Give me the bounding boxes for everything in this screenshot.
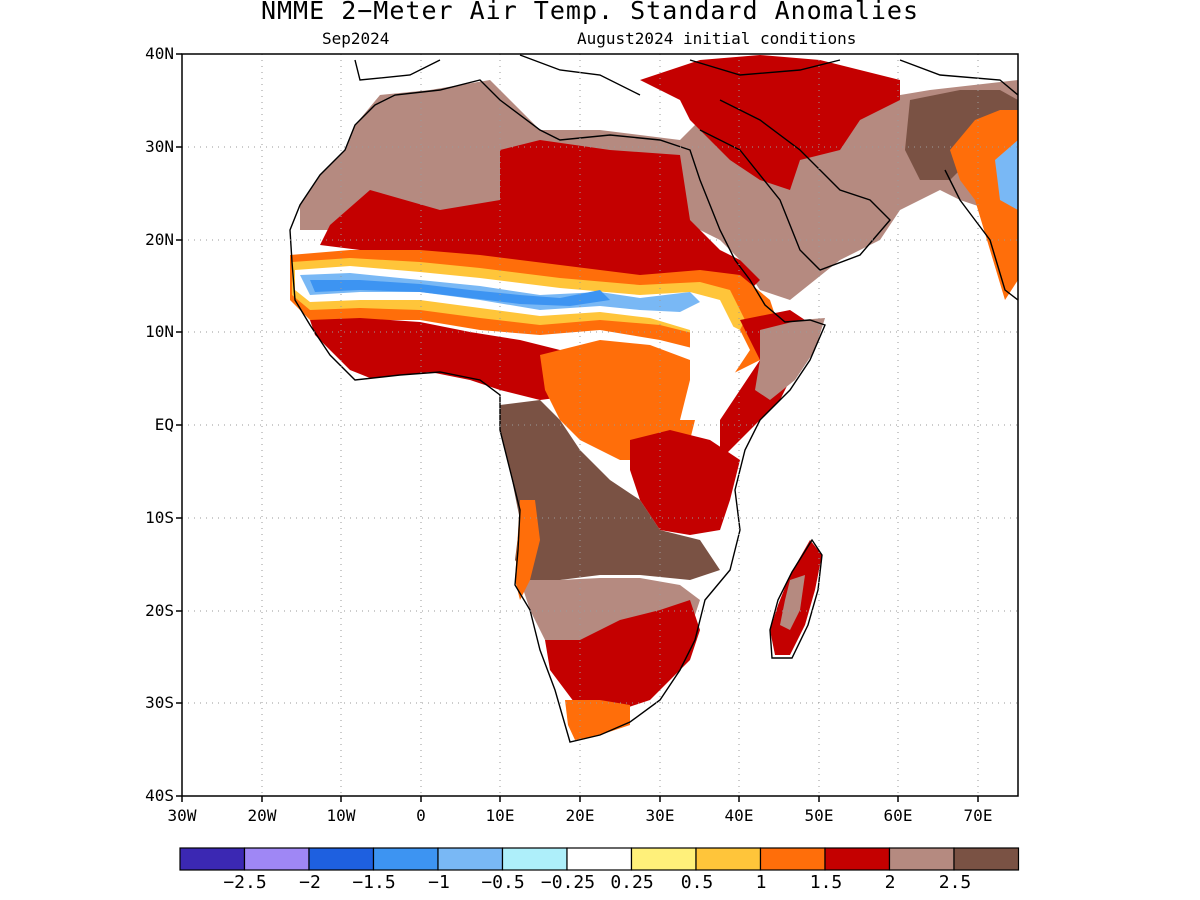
lon-label-10e: 10E [485, 806, 515, 825]
initial-conditions: August2024 initial conditions [577, 29, 857, 48]
coastline-madagascar [769, 538, 823, 659]
axis-ticks [176, 53, 979, 802]
lon-label-30e: 30E [645, 806, 675, 825]
colorbar-label: 2 [884, 872, 896, 893]
anomaly-band-deep-blue [310, 280, 610, 306]
colorbar-swatch [759, 847, 826, 871]
anomaly-region-central-orange [540, 340, 700, 460]
colorbar-label: 0.5 [680, 872, 714, 893]
lon-label-70e: 70E [963, 806, 993, 825]
lon-label-0: 0 [416, 806, 426, 825]
map-title: NMME 2−Meter Air Temp. Standard Anomalie… [260, 0, 920, 25]
anomaly-region-southern-red [545, 600, 700, 710]
colorbar-swatch [243, 847, 310, 871]
lat-label-30n: 30N [145, 137, 174, 156]
coastline-arabia [699, 99, 891, 271]
anomaly-region-cape-orange [565, 700, 630, 740]
lat-label-eq: EQ [154, 415, 174, 434]
lon-label-10w: 10W [326, 806, 356, 825]
colorbar-swatch [630, 847, 697, 871]
lon-label-30w: 30W [167, 806, 197, 825]
colorbar-label: −0.5 [481, 872, 525, 893]
lon-label-50e: 50E [804, 806, 834, 825]
lon-label-20e: 20E [565, 806, 595, 825]
lon-label-40e: 40E [724, 806, 754, 825]
coastline-india [944, 169, 1018, 301]
colorbar-label: −0.25 [540, 872, 596, 893]
forecast-month: Sep2024 [322, 29, 390, 48]
colorbar-swatch [566, 847, 633, 871]
colorbar [179, 847, 1020, 871]
anomaly-region-iran-dark [905, 90, 1018, 180]
lat-label-20n: 20N [145, 230, 174, 249]
colorbar-swatch [953, 847, 1020, 871]
anomaly-region-congo-brown [500, 400, 720, 580]
anomaly-region-east-central-red [630, 430, 740, 535]
anomaly-region-namibia-coast [515, 500, 540, 600]
anomaly-region-india-blue [995, 140, 1018, 210]
colorbar-swatch [501, 847, 568, 871]
colorbar-swatch [824, 847, 891, 871]
anomaly-field [290, 55, 1018, 740]
colorbar-label: −1.5 [352, 872, 396, 893]
colorbar-label: −2 [299, 872, 321, 893]
lon-label-20w: 20W [247, 806, 277, 825]
colorbar-swatch [308, 847, 375, 871]
lat-label-20s: 20S [145, 601, 174, 620]
coastline-africa [289, 79, 826, 743]
anomaly-region-east-africa-white [680, 320, 750, 420]
colorbar-label: 0.25 [610, 872, 654, 893]
anomaly-region-middle-east-red [640, 55, 900, 190]
lat-label-40s: 40S [145, 786, 174, 805]
anomaly-region-horn-tan [755, 318, 825, 400]
lat-label-40n: 40N [145, 44, 174, 63]
lat-label-10s: 10S [145, 508, 174, 527]
colorbar-swatch [179, 847, 246, 871]
colorbar-label: 2.5 [938, 872, 972, 893]
colorbar-swatch [437, 847, 504, 871]
anomaly-region-sahara-red [320, 140, 760, 300]
lat-label-30s: 30S [145, 693, 174, 712]
colorbar-label: 1.5 [809, 872, 843, 893]
colorbar-swatch [888, 847, 955, 871]
colorbar-label: −1 [428, 872, 450, 893]
graticule [182, 54, 1018, 796]
anomaly-region-madagascar-tan [780, 575, 805, 630]
colorbar-label: −2.5 [223, 872, 267, 893]
lon-label-60e: 60E [883, 806, 913, 825]
colorbar-swatch [695, 847, 762, 871]
colorbar-label: 1 [755, 872, 767, 893]
lat-label-10n: 10N [145, 322, 174, 341]
colorbar-swatch [372, 847, 439, 871]
